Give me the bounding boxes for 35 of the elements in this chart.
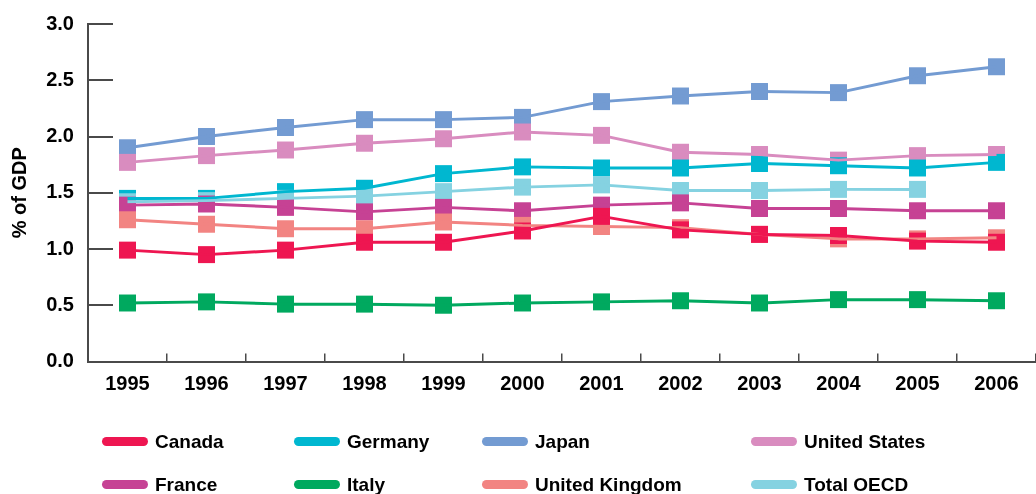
legend-label: United Kingdom [535, 473, 682, 494]
x-tick-label: 1996 [184, 372, 229, 395]
point [988, 58, 1005, 76]
legend-label: United States [804, 430, 926, 453]
x-tick-label: 1998 [342, 372, 387, 395]
y-axis-title: % of GDP [7, 147, 30, 239]
legend-label: Total OECD [804, 473, 909, 494]
legend-label: France [155, 473, 218, 494]
y-tick-label: 3.0 [46, 11, 74, 34]
legend-label: Canada [155, 430, 224, 453]
point [988, 292, 1005, 310]
y-tick-label: 1.5 [46, 180, 74, 203]
point [988, 202, 1005, 220]
point [119, 153, 136, 171]
y-tick-label: 0.5 [46, 292, 74, 315]
x-tick-label: 1997 [263, 372, 308, 395]
y-tick-label: 0.0 [46, 349, 74, 372]
x-tick-label: 1999 [421, 372, 466, 395]
x-tick-label: 2005 [895, 372, 940, 395]
legend-label: Italy [347, 473, 386, 494]
x-tick-label: 2001 [579, 372, 624, 395]
point [119, 241, 136, 259]
y-tick-label: 2.5 [46, 67, 74, 90]
y-tick-label: 1.0 [46, 236, 74, 259]
x-tick-label: 2004 [816, 372, 862, 395]
point [119, 211, 136, 229]
x-tick-label: 1995 [105, 372, 150, 395]
x-tick-label: 2002 [658, 372, 703, 395]
x-tick-label: 2003 [737, 372, 782, 395]
x-tick-label: 2000 [500, 372, 545, 395]
x-tick-label: 2006 [974, 372, 1019, 395]
point [909, 180, 926, 198]
y-tick-label: 2.0 [46, 124, 74, 147]
legend-label: Japan [535, 430, 590, 453]
legend-label: Germany [347, 430, 430, 453]
